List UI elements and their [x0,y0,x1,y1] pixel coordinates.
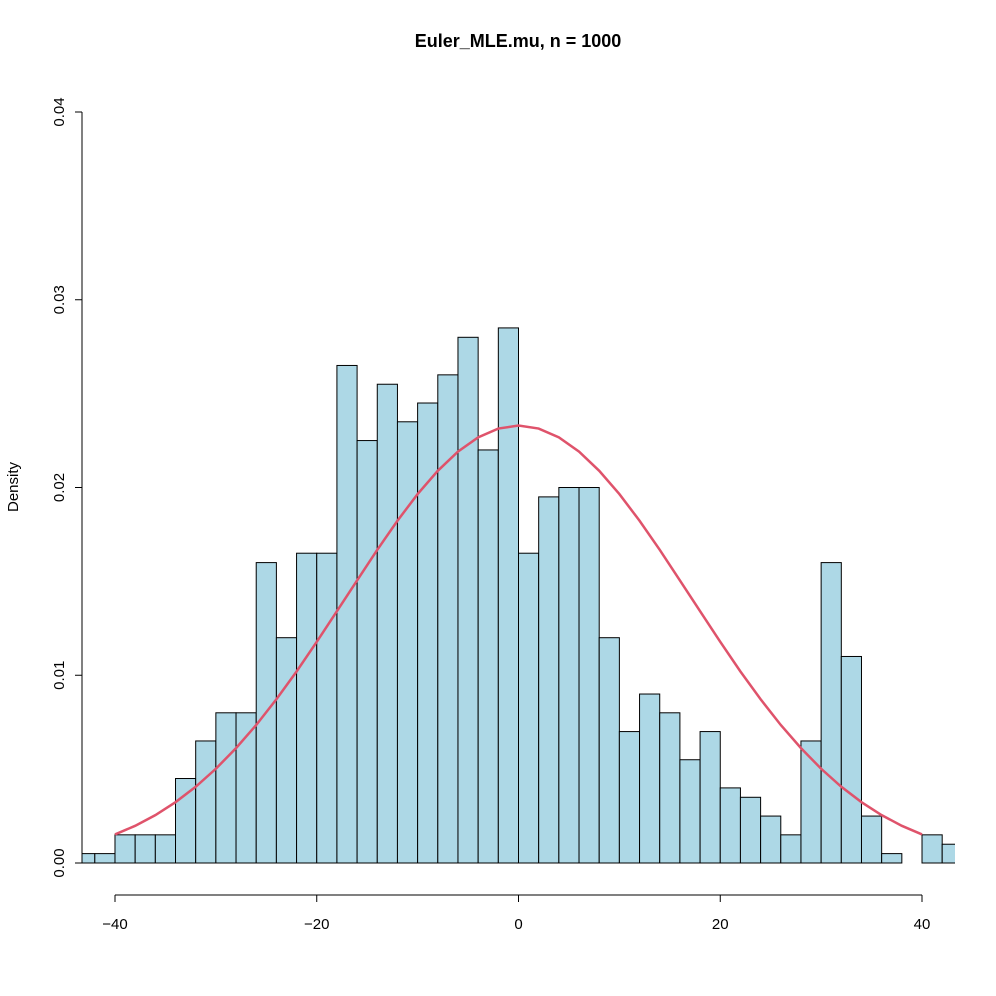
bar [417,402,439,864]
bar [518,552,540,864]
bar [679,759,701,864]
bar [82,853,96,864]
y-tick-label: 0.00 [51,848,68,877]
bar [457,336,479,864]
bar [195,740,217,864]
bar [437,374,459,864]
bar [739,796,762,864]
bar [396,421,419,864]
bar [639,693,661,864]
y-axis-label: Density [5,461,22,512]
y-tick-label: 0.04 [51,97,68,126]
bar [659,712,681,864]
x-tick-label: 40 [914,916,931,933]
density-curve [114,424,923,836]
bar [719,787,741,864]
bar [316,552,338,864]
bar [578,487,600,864]
x-tick-label: 0 [514,916,522,933]
bar [336,364,358,864]
bar [134,834,156,864]
bar [618,731,641,864]
bar [175,778,197,864]
bar [114,834,136,864]
bar [477,449,499,864]
bar [921,834,943,864]
bar [356,440,378,864]
x-tick-label: −40 [102,916,127,933]
bar [296,552,318,864]
bar [538,496,560,864]
bars [82,327,955,864]
bar [780,834,802,864]
bar [215,712,237,864]
bar [598,637,620,864]
bar [94,853,116,864]
bar [840,655,862,864]
x-tick-label: −20 [304,916,329,933]
bar [699,731,721,864]
bar [941,843,955,864]
chart-title: Euler_MLE.mu, n = 1000 [415,31,622,51]
y-tick-label: 0.02 [51,473,68,502]
bar [497,327,520,864]
y-tick-label: 0.01 [51,661,68,690]
bar [881,853,903,864]
bar [558,487,580,864]
y-tick-label: 0.03 [51,285,68,314]
bar [820,562,842,864]
bar [760,815,782,864]
bar [275,637,298,864]
bar [154,834,177,864]
bar [860,815,883,864]
x-tick-label: 20 [712,916,729,933]
bar [376,383,398,864]
